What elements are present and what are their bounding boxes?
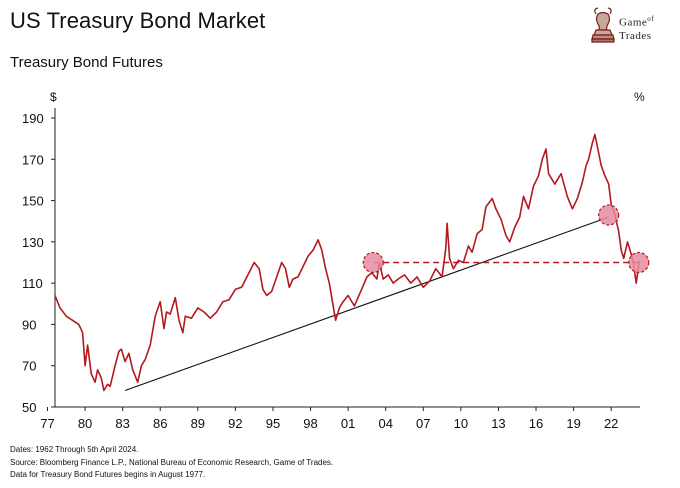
x-tick-label: 16 [529,416,543,431]
y-tick-label: 110 [22,276,43,291]
series-layer [54,133,641,392]
long-term-trendline [124,216,609,392]
logo-word-game: Game [619,16,648,29]
axes-layer [46,108,640,411]
y-tick-label: 50 [22,400,36,415]
page-title: US Treasury Bond Market [10,8,266,33]
footnote-data-start: Data for Treasury Bond Futures begins in… [10,470,206,479]
x-tick-label: 98 [303,416,317,431]
x-tick-label: 92 [228,416,242,431]
bull-knight-logo-icon [591,7,615,43]
x-tick-label: 89 [191,416,205,431]
y-tick-label: 150 [22,194,44,209]
chart-subtitle: Treasury Bond Futures [10,54,163,71]
trend-layer [124,216,639,392]
highlight-marker-3 [628,251,650,274]
x-tick-label: 77 [40,416,54,431]
logo-wordmark: Gameof Trades [619,13,654,43]
x-tick-label: 04 [378,416,392,431]
y-tick-label: 190 [22,111,44,126]
x-tick-label: 86 [153,416,167,431]
logo-word-of: of [647,15,655,23]
x-tick-label: 83 [115,416,129,431]
label-layer: 50 70 90 110 130 150 170 190 $ % 77 80 83 86 89 92 95 98 0… [22,90,645,431]
y-tick-label: 130 [22,235,44,250]
x-tick-label: 80 [78,416,92,431]
chart-footnotes: Dates: 1962 Through 5th April 2024. Sour… [10,444,333,482]
y-tick-label: 90 [22,317,36,332]
footnote-source: Source: Bloomberg Finance L.P., National… [10,457,334,467]
y-axis-unit-right: % [634,90,645,104]
x-tick-label: 95 [266,416,280,431]
x-tick-label: 07 [416,416,430,431]
y-axis-unit-left: $ [50,90,57,104]
x-tick-label: 10 [454,416,468,431]
x-tick-label: 22 [604,416,618,431]
y-tick-label: 170 [22,152,44,167]
highlight-marker-1 [362,251,384,274]
marker-layer [362,204,650,274]
footnote-dates: Dates: 1962 Through 5th April 2024. [10,445,139,454]
highlight-marker-2 [598,204,620,226]
x-tick-label: 13 [491,416,505,431]
x-tick-label: 01 [341,416,355,431]
logo-word-trades: Trades [619,29,652,42]
treasury-bond-futures-chart: 50 70 90 110 130 150 170 190 $ % 77 80 83 86 89 92 95 98 0… [22,90,650,431]
bond-futures-price-line [54,133,641,392]
x-tick-label: 19 [566,416,580,431]
y-tick-label: 70 [22,359,36,374]
